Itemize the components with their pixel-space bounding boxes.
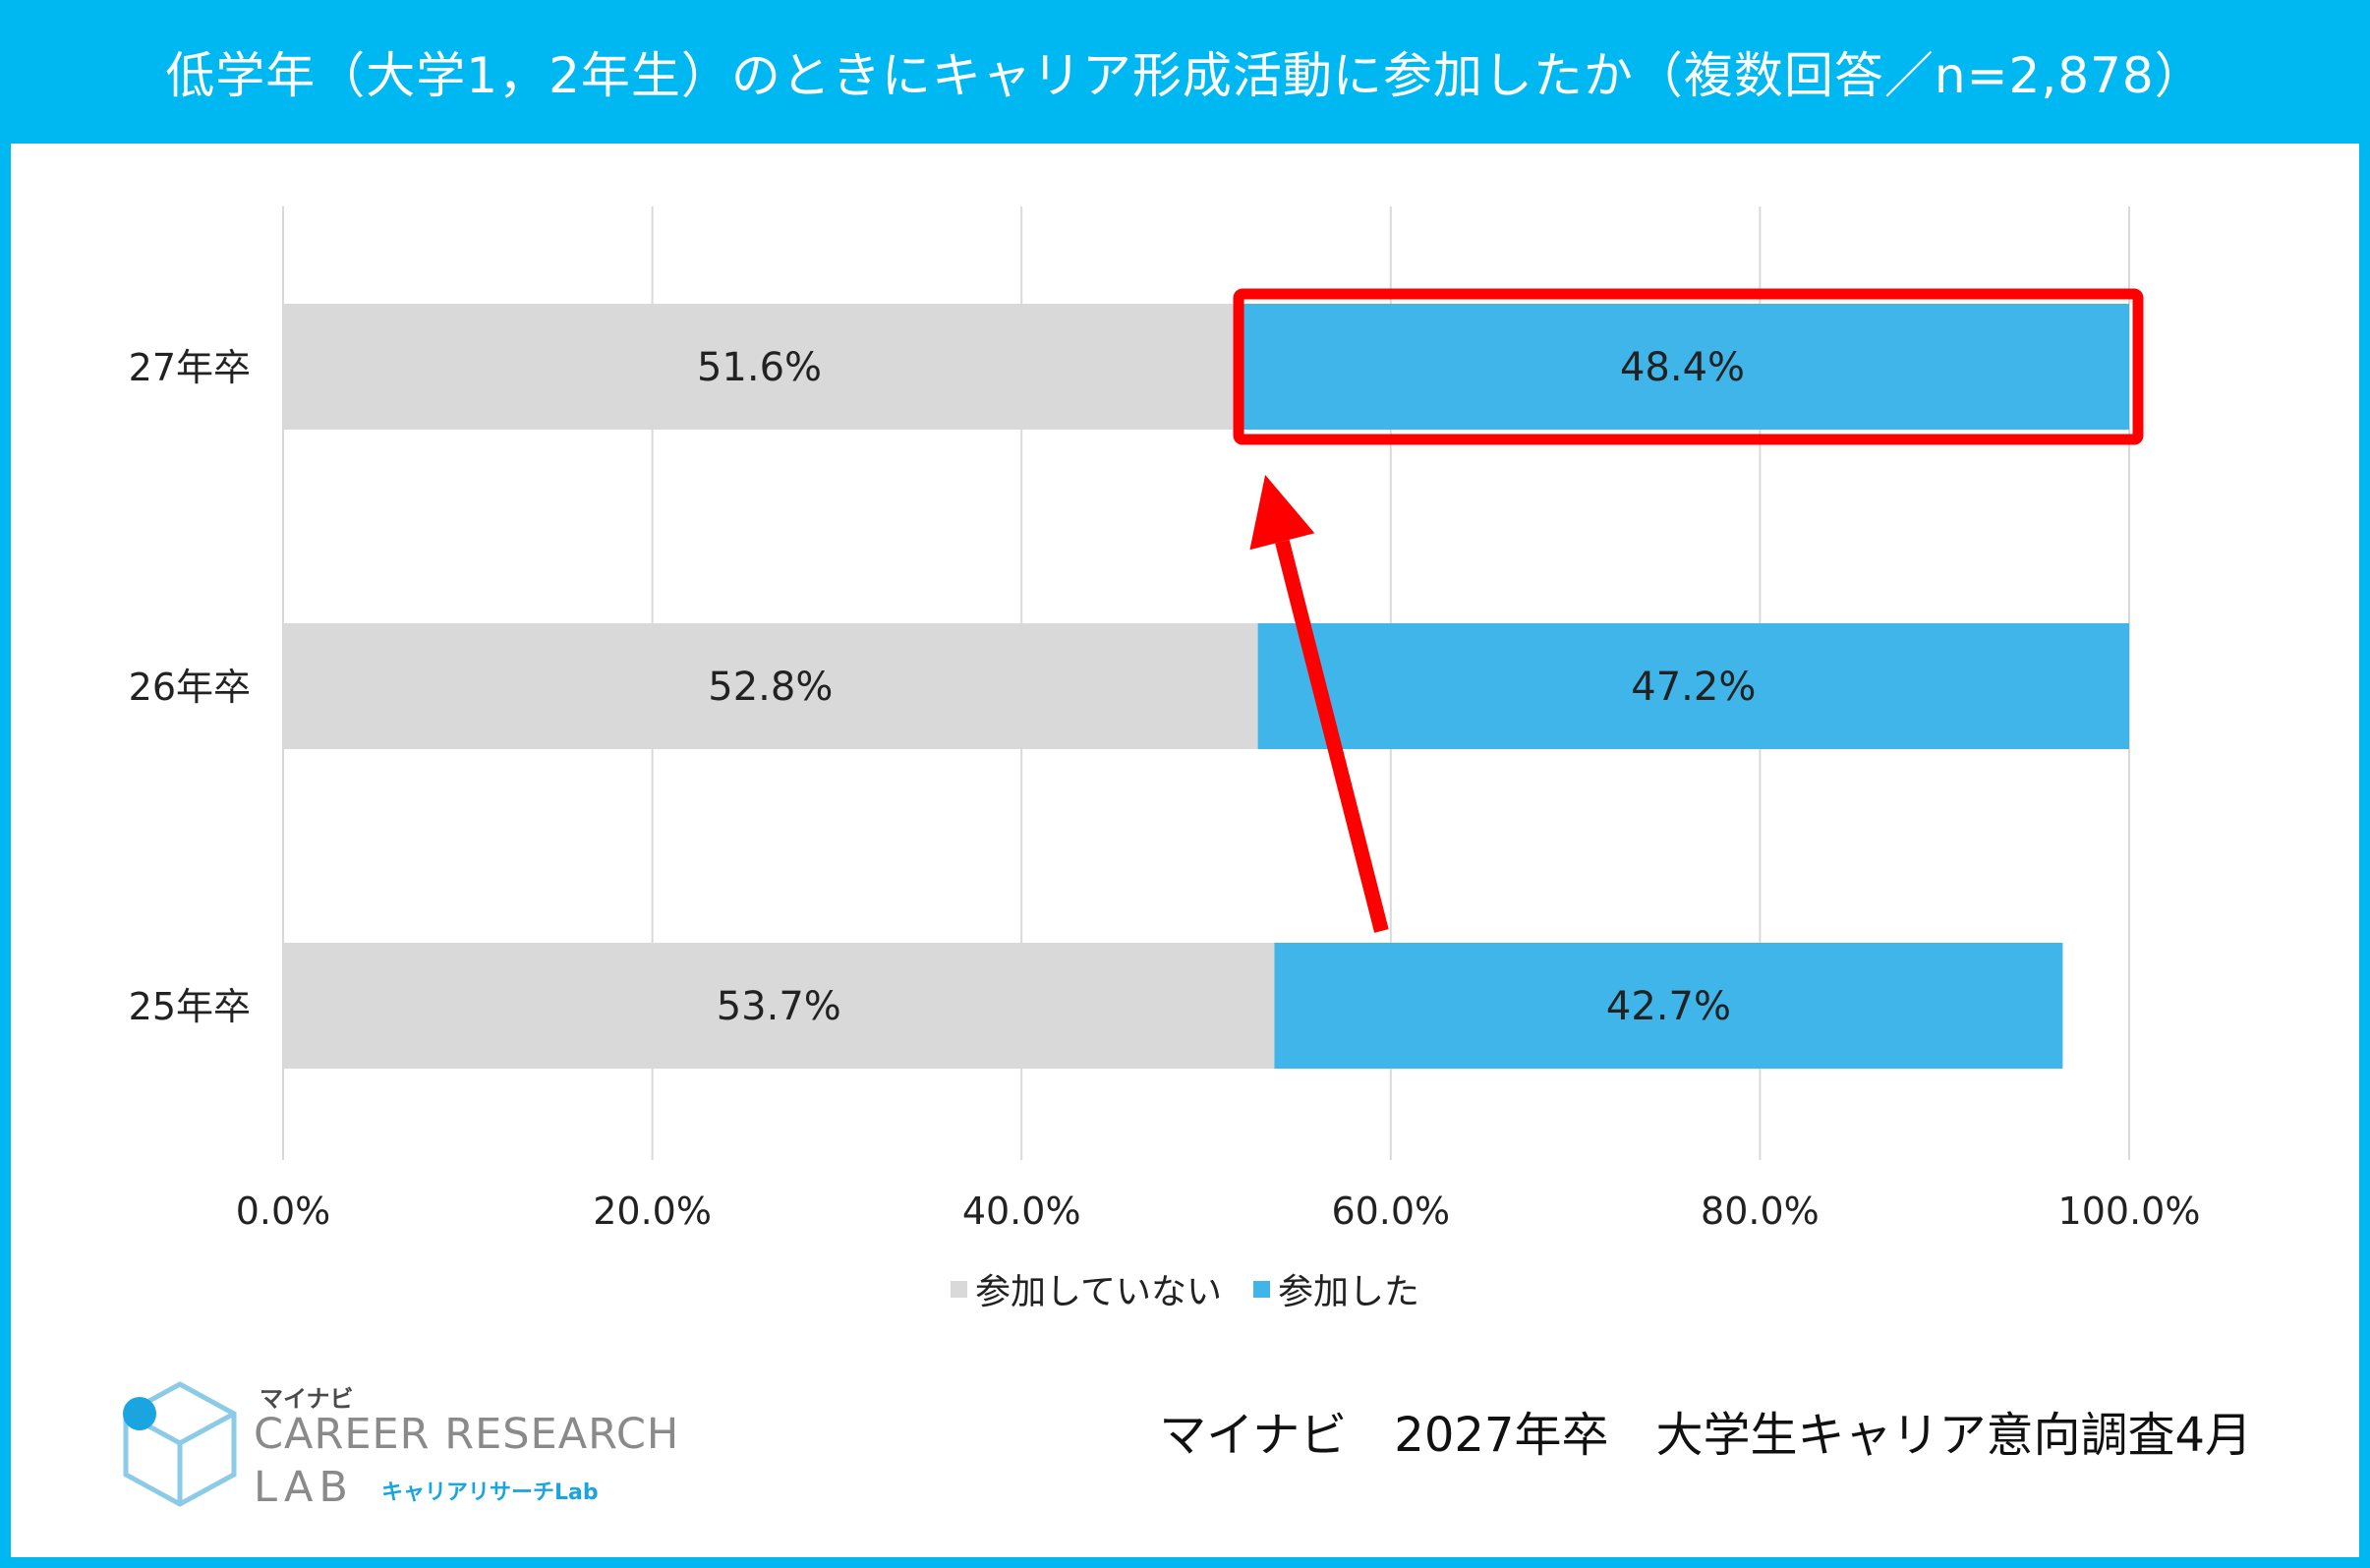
arrow-shaft — [1275, 539, 1389, 933]
y-category-label: 25年卒 — [129, 985, 251, 1028]
x-tick-label: 40.0% — [962, 1190, 1081, 1233]
legend-label-joined: 参加した — [1277, 1272, 1419, 1312]
data-label: 48.4% — [1620, 345, 1745, 390]
highlight-box — [1233, 288, 2144, 445]
y-category-label: 27年卒 — [129, 346, 251, 389]
data-label: 42.7% — [1606, 984, 1731, 1029]
data-label: 52.8% — [708, 665, 833, 710]
bar-segment — [1274, 943, 2063, 1069]
y-category-label: 26年卒 — [129, 666, 251, 709]
x-tick-label: 20.0% — [593, 1190, 712, 1233]
legend-label-not-joined: 参加していない — [975, 1272, 1222, 1312]
axes: 0.0% 20.0% 40.0% 60.0% 80.0% 100.0% 27年卒 26年卒 25… — [129, 346, 2201, 1233]
x-tick-label: 100.0% — [2058, 1190, 2201, 1233]
logo-subtitle: キャリアリサーチLab — [381, 1481, 599, 1505]
bar-segment — [283, 623, 1258, 749]
logo-title: CAREER RESEARCH — [254, 1410, 680, 1459]
legend-item-not-joined: 参加していない — [951, 1263, 1222, 1314]
x-tick-label: 0.0% — [236, 1190, 331, 1233]
bar-segment — [1236, 304, 2129, 430]
logo-name: マイナビ — [260, 1385, 354, 1413]
data-label: 53.7% — [717, 984, 841, 1029]
x-tick-label: 60.0% — [1331, 1190, 1450, 1233]
title-bar: 低学年（大学1，2年生）のときにキャリア形成活動に参加したか（複数回答／n=2,… — [0, 0, 2370, 144]
logo-lab: LAB — [254, 1463, 354, 1512]
legend-swatch-blue — [1252, 1280, 1270, 1298]
data-labels: 51.6% 48.4% 52.8% 47.2% 53.7% 42.7% — [697, 345, 1756, 1029]
legend: 参加していない 参加した — [0, 1263, 2370, 1314]
arrow-head — [1249, 475, 1315, 551]
bar-segment — [283, 304, 1237, 430]
bar-segment — [283, 943, 1275, 1069]
source-note: マイナビ 2027年卒 大学生キャリア意向調査4月 — [1159, 1408, 2252, 1463]
bar-segment — [1257, 623, 2129, 749]
legend-item-joined: 参加した — [1252, 1263, 1419, 1314]
career-research-lab-logo-icon — [123, 1381, 237, 1507]
annotations — [1233, 288, 2144, 933]
x-tick-label: 80.0% — [1701, 1190, 1820, 1233]
chart-title: 低学年（大学1，2年生）のときにキャリア形成活動に参加したか（複数回答／n=2,… — [165, 47, 2205, 104]
legend-swatch-gray — [951, 1280, 968, 1298]
bars — [283, 304, 2129, 1069]
data-label: 51.6% — [697, 345, 822, 390]
data-label: 47.2% — [1631, 665, 1756, 710]
